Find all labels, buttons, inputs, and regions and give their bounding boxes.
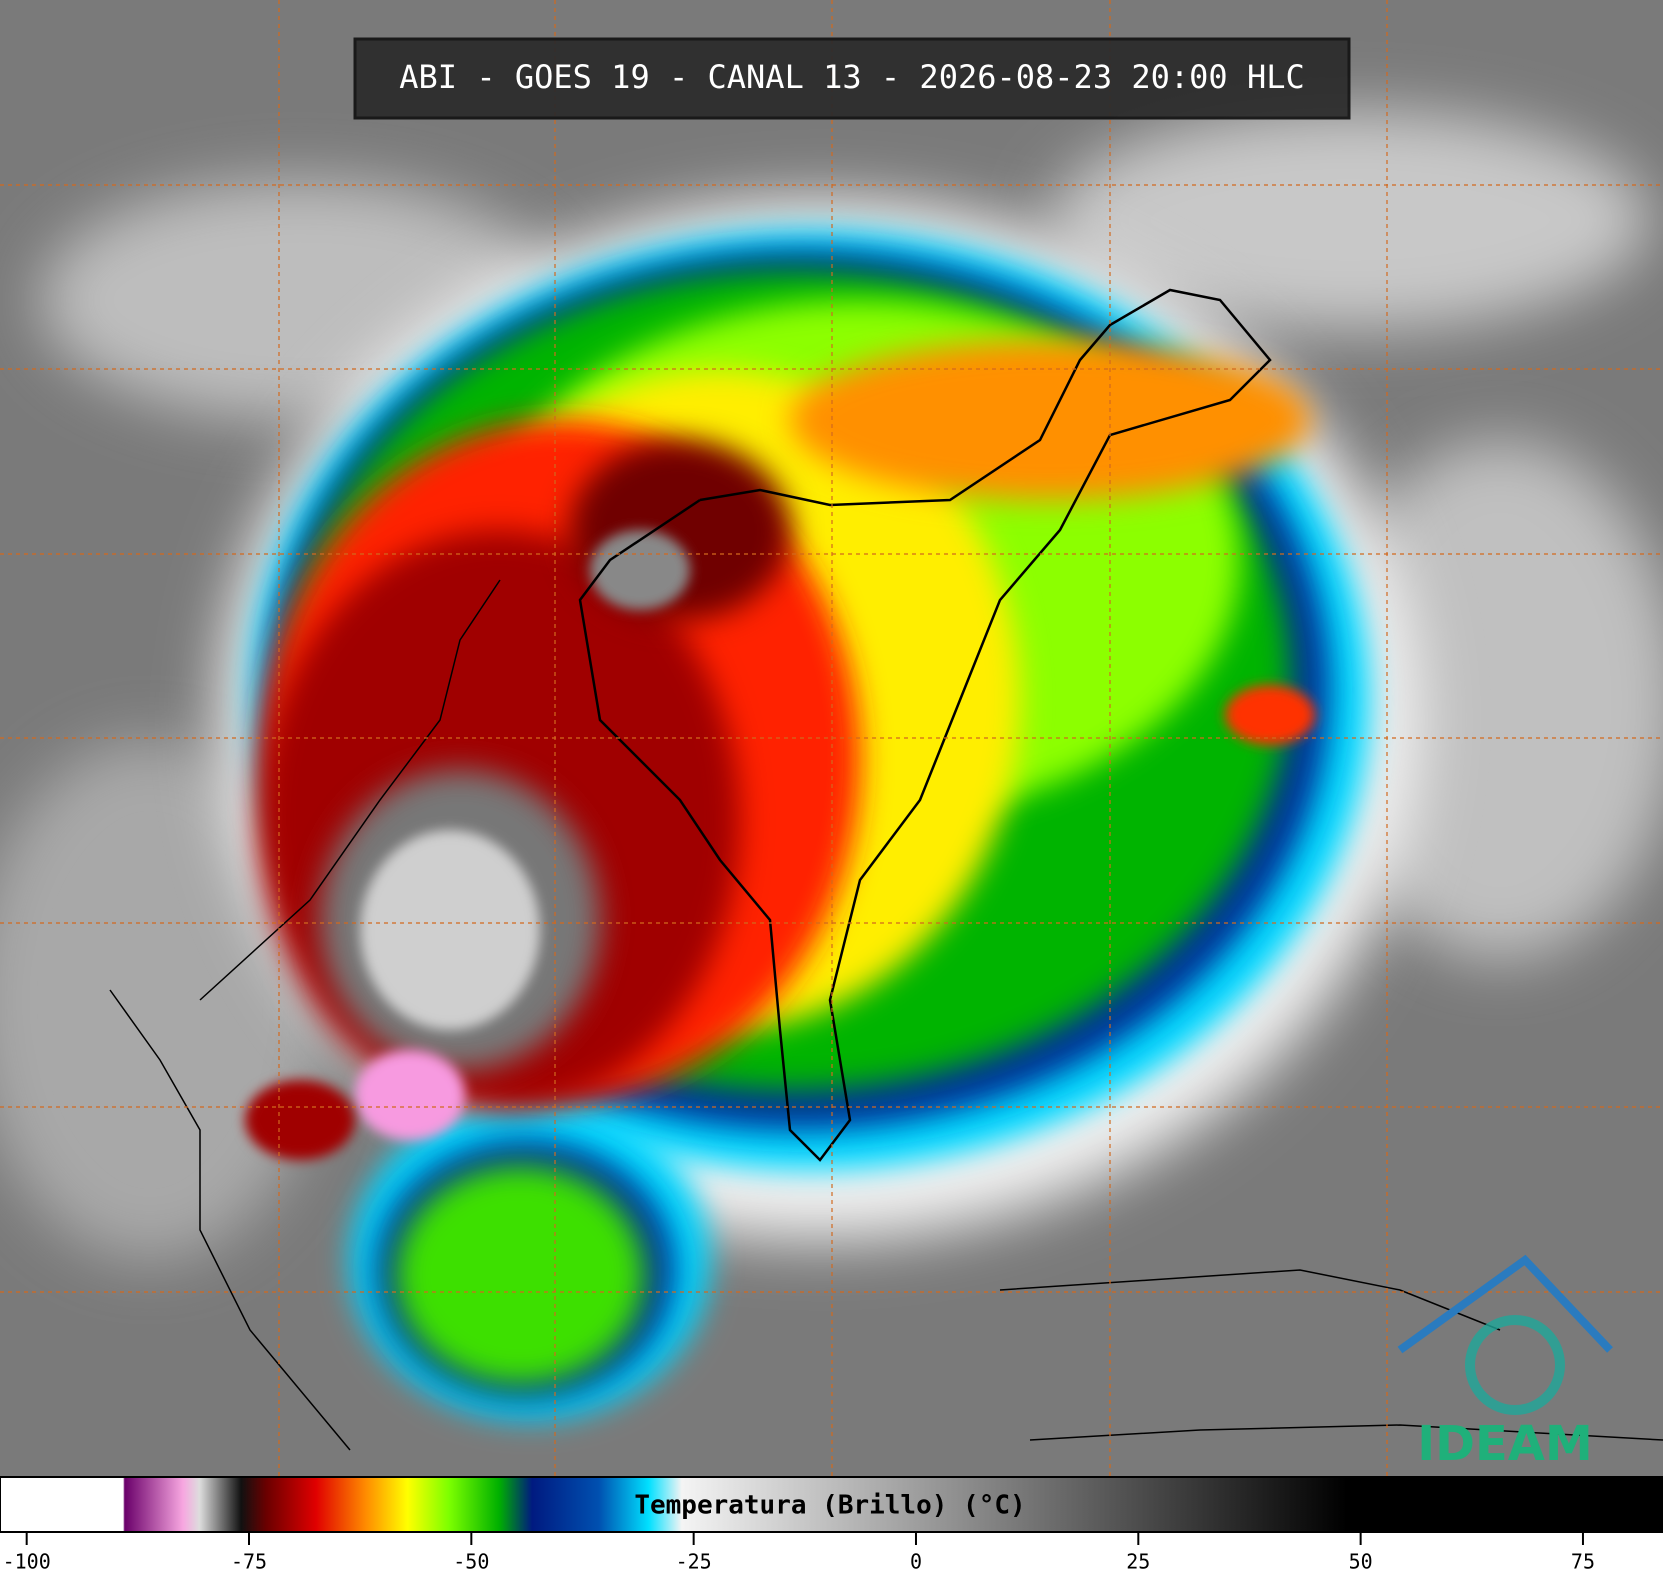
imagery — [0, 0, 1663, 1477]
title: ABI - GOES 19 - CANAL 13 - 2026-08-23 20… — [399, 58, 1304, 96]
colorbar-label: Temperatura (Brillo) (°C) — [634, 1491, 1025, 1521]
tick-label: 0 — [910, 1550, 922, 1574]
tick-label: 75 — [1571, 1550, 1595, 1574]
logo: IDEAM — [1397, 1254, 1613, 1472]
graticule — [0, 0, 1663, 1477]
colorbar-ticks: -100 -75 -50 -25 0 25 50 75 — [3, 1533, 1595, 1574]
title-box — [353, 37, 1351, 120]
tick-label: -25 — [676, 1550, 712, 1574]
colorbar — [0, 1476, 1663, 1533]
tick-label: -75 — [231, 1550, 267, 1574]
tick-label: -50 — [453, 1550, 489, 1574]
borders — [109, 288, 1663, 1451]
tick-label: 50 — [1349, 1550, 1373, 1574]
tick-label: -100 — [3, 1550, 51, 1574]
tick-label: 25 — [1126, 1550, 1150, 1574]
logo-text: IDEAM — [1417, 1416, 1592, 1472]
tick-area — [0, 1533, 1663, 1577]
